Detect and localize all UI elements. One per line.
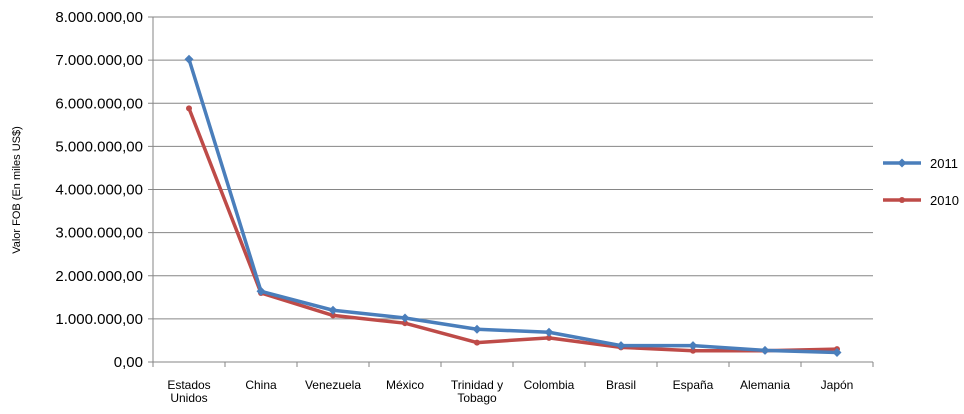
data-point [472,324,482,334]
data-point [474,339,480,346]
y-axis-label: Valor FOB (En miles US$) [11,126,23,254]
data-point [184,54,194,64]
x-tick-label: Trinidad y Tobago [451,378,503,405]
y-tick-label: 3.000.000,00 [55,225,143,242]
x-tick-label: Alemania [740,378,790,392]
x-tick-label-line: Tobago [457,391,497,405]
y-tick-label: 5.000.000,00 [55,138,143,155]
series-line [187,107,838,353]
legend-swatch-marker [897,158,907,168]
legend-entry-2010: 2010 [883,193,959,208]
x-tick-label-line: Japón [821,378,854,392]
series-2011 [184,54,842,358]
gridlines [148,16,873,363]
x-tick-label: Colombia [524,378,575,392]
x-tick-label: Brasil [606,378,636,392]
legend: 2011 2010 [883,156,959,208]
data-point [546,334,552,341]
legend-label: 2010 [930,193,959,208]
data-point [400,313,410,323]
y-tick-label: 6.000.000,00 [55,95,143,112]
y-axis: 0,00 1.000.000,00 2.000.000,00 3.000.000,00… [55,9,154,371]
x-tick-label-line: Brasil [606,378,636,392]
x-tick-label-line: Alemania [740,378,790,392]
data-point [330,312,336,319]
legend-entry-2011: 2011 [883,156,958,171]
x-tick-label: España [673,378,714,392]
data-point [690,347,696,354]
x-tick-label: Japón [821,378,854,392]
x-tick-label-line: Estados [167,378,210,392]
legend-label: 2011 [930,156,958,171]
x-tick-label-line: Venezuela [305,378,361,392]
y-tick-label: 8.000.000,00 [55,9,143,26]
data-point [256,286,266,296]
series-line [187,58,838,355]
data-point [186,105,192,112]
series-lines [184,54,842,358]
x-axis: Estados Unidos China Venezuela México Trinida… [152,362,874,405]
x-tick-label-line: Colombia [524,378,575,392]
y-tick-label: 0,00 [114,354,143,371]
series-2010 [186,105,840,354]
data-point [616,341,626,351]
y-tick-label: 1.000.000,00 [55,311,143,328]
legend-swatch-marker [899,197,905,203]
data-point [402,320,408,327]
data-point [544,327,554,337]
x-tick-label-line: México [386,378,424,392]
data-point [328,305,338,315]
x-tick-label: China [245,378,277,392]
x-tick-label: Venezuela [305,378,361,392]
y-tick-label: 7.000.000,00 [55,52,143,69]
x-tick-label-line: China [245,378,277,392]
data-point [832,348,842,358]
y-tick-label: 2.000.000,00 [55,268,143,285]
y-tick-label: 4.000.000,00 [55,182,143,199]
x-tick-label-line: España [673,378,714,392]
x-tick-label-line: Trinidad y [451,378,503,392]
x-tick-label: Estados Unidos [167,378,210,405]
x-tick-label-line: Unidos [170,391,207,405]
x-tick-label: México [386,378,424,392]
data-point [760,345,770,355]
data-point [688,341,698,351]
